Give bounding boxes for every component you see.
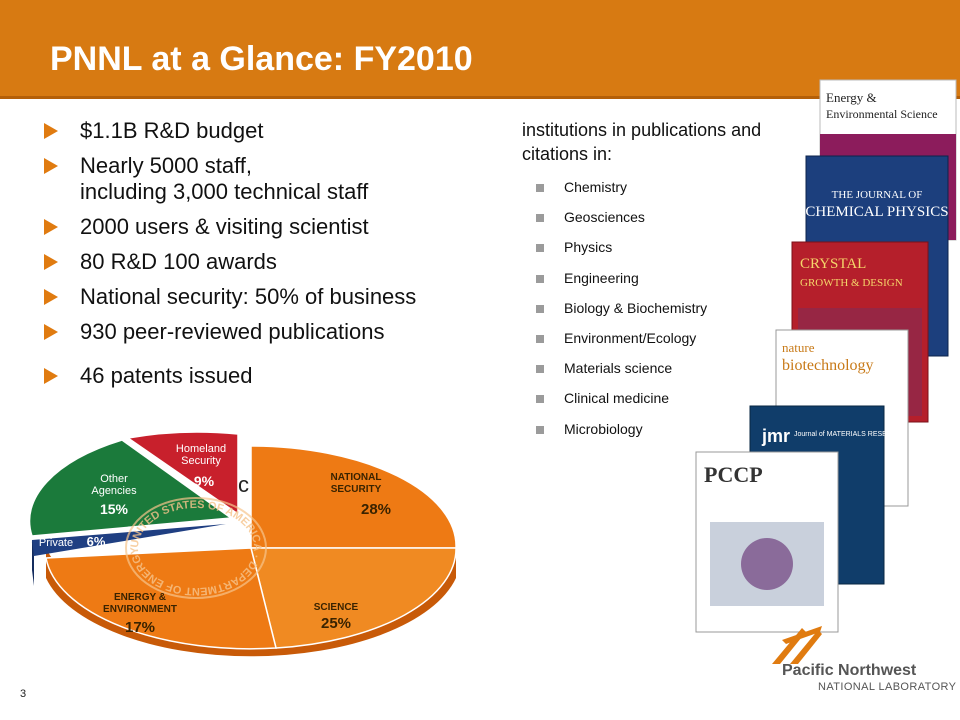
pct-science: 25% <box>321 615 351 632</box>
subject-item: Biology & Biochemistry <box>536 293 707 323</box>
publications-intro: institutions in publications and citatio… <box>522 120 762 164</box>
fact-users: 2000 users & visiting scientist <box>44 214 514 240</box>
svg-text:Environmental Science: Environmental Science <box>826 107 938 121</box>
page-number: 3 <box>20 688 27 700</box>
label-private: Private <box>39 537 73 549</box>
pct-private: 6% <box>87 534 106 549</box>
slide-title: PNNL at a Glance: FY2010 <box>50 40 473 78</box>
subject-item: Physics <box>536 232 707 262</box>
subject-item: Chemistry <box>536 172 707 202</box>
slice-science <box>250 547 457 649</box>
svg-text:PCCP: PCCP <box>704 462 763 487</box>
fact-publications: 930 peer-reviewed publications <box>44 319 514 345</box>
subject-item: Clinical medicine <box>536 383 707 413</box>
square-bullet-icon <box>536 214 544 223</box>
square-bullet-icon <box>536 395 544 404</box>
pnnl-logo-mark <box>772 626 822 664</box>
square-bullet-icon <box>536 274 544 283</box>
subject-item: Geosciences <box>536 202 707 232</box>
slice-private-depth <box>32 540 34 586</box>
slice-national-security <box>250 445 457 549</box>
square-bullet-icon <box>536 304 544 313</box>
bullet-arrow-icon <box>44 123 58 139</box>
square-bullet-icon <box>536 244 544 253</box>
svg-text:THE JOURNAL OF: THE JOURNAL OF <box>832 189 923 201</box>
svg-text:Energy &: Energy & <box>826 90 877 105</box>
subject-list: Chemistry Geosciences Physics Engineerin… <box>536 172 707 444</box>
subject-item: Environment/Ecology <box>536 323 707 353</box>
subject-item: Engineering <box>536 263 707 293</box>
square-bullet-icon <box>536 425 544 434</box>
slice-other-agencies <box>28 439 234 537</box>
cover-pccp: PCCP <box>695 451 839 633</box>
label-national-security: NATIONAL SECURITY <box>331 472 382 495</box>
svg-text:nature: nature <box>782 340 815 355</box>
fact-staff: Nearly 5000 staff, including 3,000 techni… <box>44 153 514 205</box>
label-other-agencies: Other Agencies <box>91 473 137 497</box>
funding-pie-chart: UNITED STATES OF AMERICA · DEPARTMENT OF… <box>26 428 457 657</box>
logo-text-secondary: NATIONAL LABORATORY <box>818 681 957 693</box>
square-bullet-icon <box>536 335 544 344</box>
slice-homeland-security <box>126 431 239 516</box>
bullet-arrow-icon <box>44 324 58 340</box>
doe-seal <box>125 497 267 599</box>
slice-energy-environment <box>45 547 277 650</box>
bullet-arrow-icon <box>44 219 58 235</box>
bullet-arrow-icon <box>44 158 58 174</box>
fact-budget: $1.1B R&D budget <box>44 118 514 144</box>
journal-covers: Energy & Environmental Science THE JOURN… <box>695 79 957 633</box>
pct-other-agencies: 15% <box>100 501 129 517</box>
svg-text:GROWTH & DESIGN: GROWTH & DESIGN <box>800 277 903 289</box>
svg-text:jmr: jmr <box>761 426 790 446</box>
bullet-arrow-icon <box>44 254 58 270</box>
slice-private <box>31 524 226 556</box>
fact-national-security: National security: 50% of business <box>44 284 514 310</box>
pct-energy-environment: 17% <box>125 619 155 636</box>
square-bullet-icon <box>536 365 544 374</box>
fact-awards: 80 R&D 100 awards <box>44 249 514 275</box>
svg-text:Journal of MATERIALS RESEARCH: Journal of MATERIALS RESEARCH <box>794 431 907 438</box>
bullet-arrow-icon <box>44 289 58 305</box>
svg-text:biotechnology: biotechnology <box>782 357 874 374</box>
title-bar <box>0 0 960 96</box>
label-homeland-security: Homeland Security <box>176 443 226 467</box>
subject-item: Microbiology <box>536 414 707 444</box>
label-science: SCIENCE <box>314 602 359 613</box>
facts-list: $1.1B R&D budget Nearly 5000 staff, inclu… <box>44 118 514 398</box>
title-bar-underline <box>0 96 960 99</box>
square-bullet-icon <box>536 184 544 192</box>
pct-national-security: 28% <box>361 501 391 518</box>
logo-text-primary: Pacific Northwest <box>782 662 917 679</box>
partial-bullet-text: c <box>238 472 249 497</box>
svg-text:CRYSTAL: CRYSTAL <box>800 256 866 272</box>
subject-item: Materials science <box>536 353 707 383</box>
label-energy-environment: ENERGY & ENVIRONMENT <box>103 592 177 615</box>
svg-text:CHEMICAL PHYSICS: CHEMICAL PHYSICS <box>805 204 948 220</box>
bullet-arrow-icon <box>44 368 58 384</box>
pct-homeland-security: 9% <box>194 473 215 489</box>
fact-patents: 46 patents issued <box>44 363 514 389</box>
